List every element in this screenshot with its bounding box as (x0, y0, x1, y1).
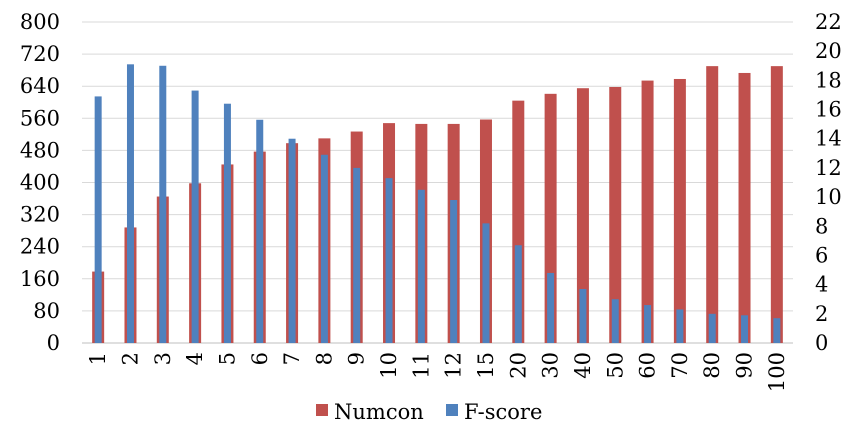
x-tick-label: 5 (215, 352, 239, 365)
x-tick-label: 4 (183, 352, 207, 365)
x-tick-label: 6 (248, 352, 272, 365)
right-tick-label: 4 (815, 273, 828, 297)
x-tick-label: 30 (539, 352, 563, 379)
right-tick-label: 14 (815, 127, 842, 151)
x-tick-label: 20 (506, 352, 530, 379)
legend: Numcon F-score (316, 400, 542, 424)
fscore-bar (223, 103, 231, 343)
right-tick-label: 20 (815, 39, 842, 63)
fscore-bar (191, 90, 199, 343)
x-axis-ticks: 1 2 3 4 5 6 7 8 9 10 11 12 15 20 30 40 50 60 70 80 90 100 (86, 352, 789, 392)
x-tick-label: 80 (700, 352, 724, 379)
left-tick-label: 640 (20, 74, 60, 98)
x-tick-label: 12 (442, 352, 466, 379)
numcon-bar (641, 80, 654, 344)
fscore-bars (94, 64, 781, 344)
numcon-bar (706, 66, 719, 343)
right-tick-label: 16 (815, 98, 842, 122)
x-tick-label: 8 (312, 352, 336, 365)
fscore-bar (773, 318, 781, 343)
legend-label-fscore: F-score (464, 400, 542, 424)
right-axis-ticks: 0 2 4 6 8 10 12 14 16 18 20 22 (815, 10, 842, 355)
fscore-bar (385, 178, 393, 343)
left-tick-label: 320 (20, 203, 60, 227)
fscore-bar (579, 289, 587, 343)
gridlines (82, 21, 793, 344)
numcon-bar (770, 66, 783, 343)
fscore-bar (126, 64, 134, 344)
left-tick-label: 0 (47, 331, 60, 355)
left-tick-label: 480 (20, 138, 60, 162)
x-tick-label: 2 (118, 352, 142, 365)
x-tick-label: 40 (571, 352, 595, 379)
fscore-bar (611, 299, 619, 343)
fscore-bar (159, 65, 167, 343)
x-tick-label: 7 (280, 352, 304, 365)
numcon-bar (673, 78, 686, 343)
x-tick-label: 50 (603, 352, 627, 379)
fscore-bar (514, 245, 522, 343)
x-tick-label: 60 (636, 352, 660, 379)
fscore-bar (288, 138, 296, 343)
x-tick-label: 11 (409, 352, 433, 379)
numcon-bar (609, 87, 622, 343)
right-tick-label: 2 (815, 302, 828, 326)
fscore-bar (450, 200, 458, 343)
legend-swatch-fscore (446, 404, 458, 416)
right-tick-label: 8 (815, 214, 828, 238)
right-tick-label: 0 (815, 331, 828, 355)
x-tick-label: 70 (668, 352, 692, 379)
numcon-bar (576, 88, 589, 343)
x-tick-label: 3 (151, 352, 175, 365)
right-tick-label: 10 (815, 185, 842, 209)
fscore-bar (644, 305, 652, 343)
fscore-bar (708, 313, 716, 343)
legend-swatch-numcon (316, 404, 328, 416)
fscore-bar (256, 119, 264, 343)
left-tick-label: 560 (20, 106, 60, 130)
x-tick-label: 1 (86, 352, 110, 365)
left-tick-label: 400 (20, 171, 60, 195)
right-tick-label: 6 (815, 243, 828, 267)
x-tick-label: 9 (345, 352, 369, 365)
x-tick-label: 100 (765, 352, 789, 392)
left-tick-label: 240 (20, 235, 60, 259)
fscore-bar (320, 154, 328, 343)
numcon-bar (738, 72, 751, 344)
fscore-bar (547, 272, 555, 343)
legend-label-numcon: Numcon (334, 400, 424, 424)
left-axis-ticks: 0 80 160 240 320 400 480 560 640 720 800 (20, 10, 60, 355)
left-tick-label: 800 (20, 10, 60, 34)
right-tick-label: 12 (815, 156, 842, 180)
right-tick-label: 18 (815, 68, 842, 92)
x-tick-label: 10 (377, 352, 401, 379)
fscore-bar (353, 167, 361, 343)
fscore-bar (417, 189, 425, 343)
fscore-bar (741, 315, 749, 343)
fscore-bar (676, 309, 684, 343)
x-tick-label: 15 (474, 352, 498, 379)
left-tick-label: 80 (33, 299, 60, 323)
x-tick-label: 90 (733, 352, 757, 379)
fscore-bar (482, 223, 490, 343)
left-tick-label: 720 (20, 42, 60, 66)
fscore-bar (94, 96, 102, 343)
right-tick-label: 22 (815, 10, 842, 34)
left-tick-label: 160 (20, 267, 60, 291)
